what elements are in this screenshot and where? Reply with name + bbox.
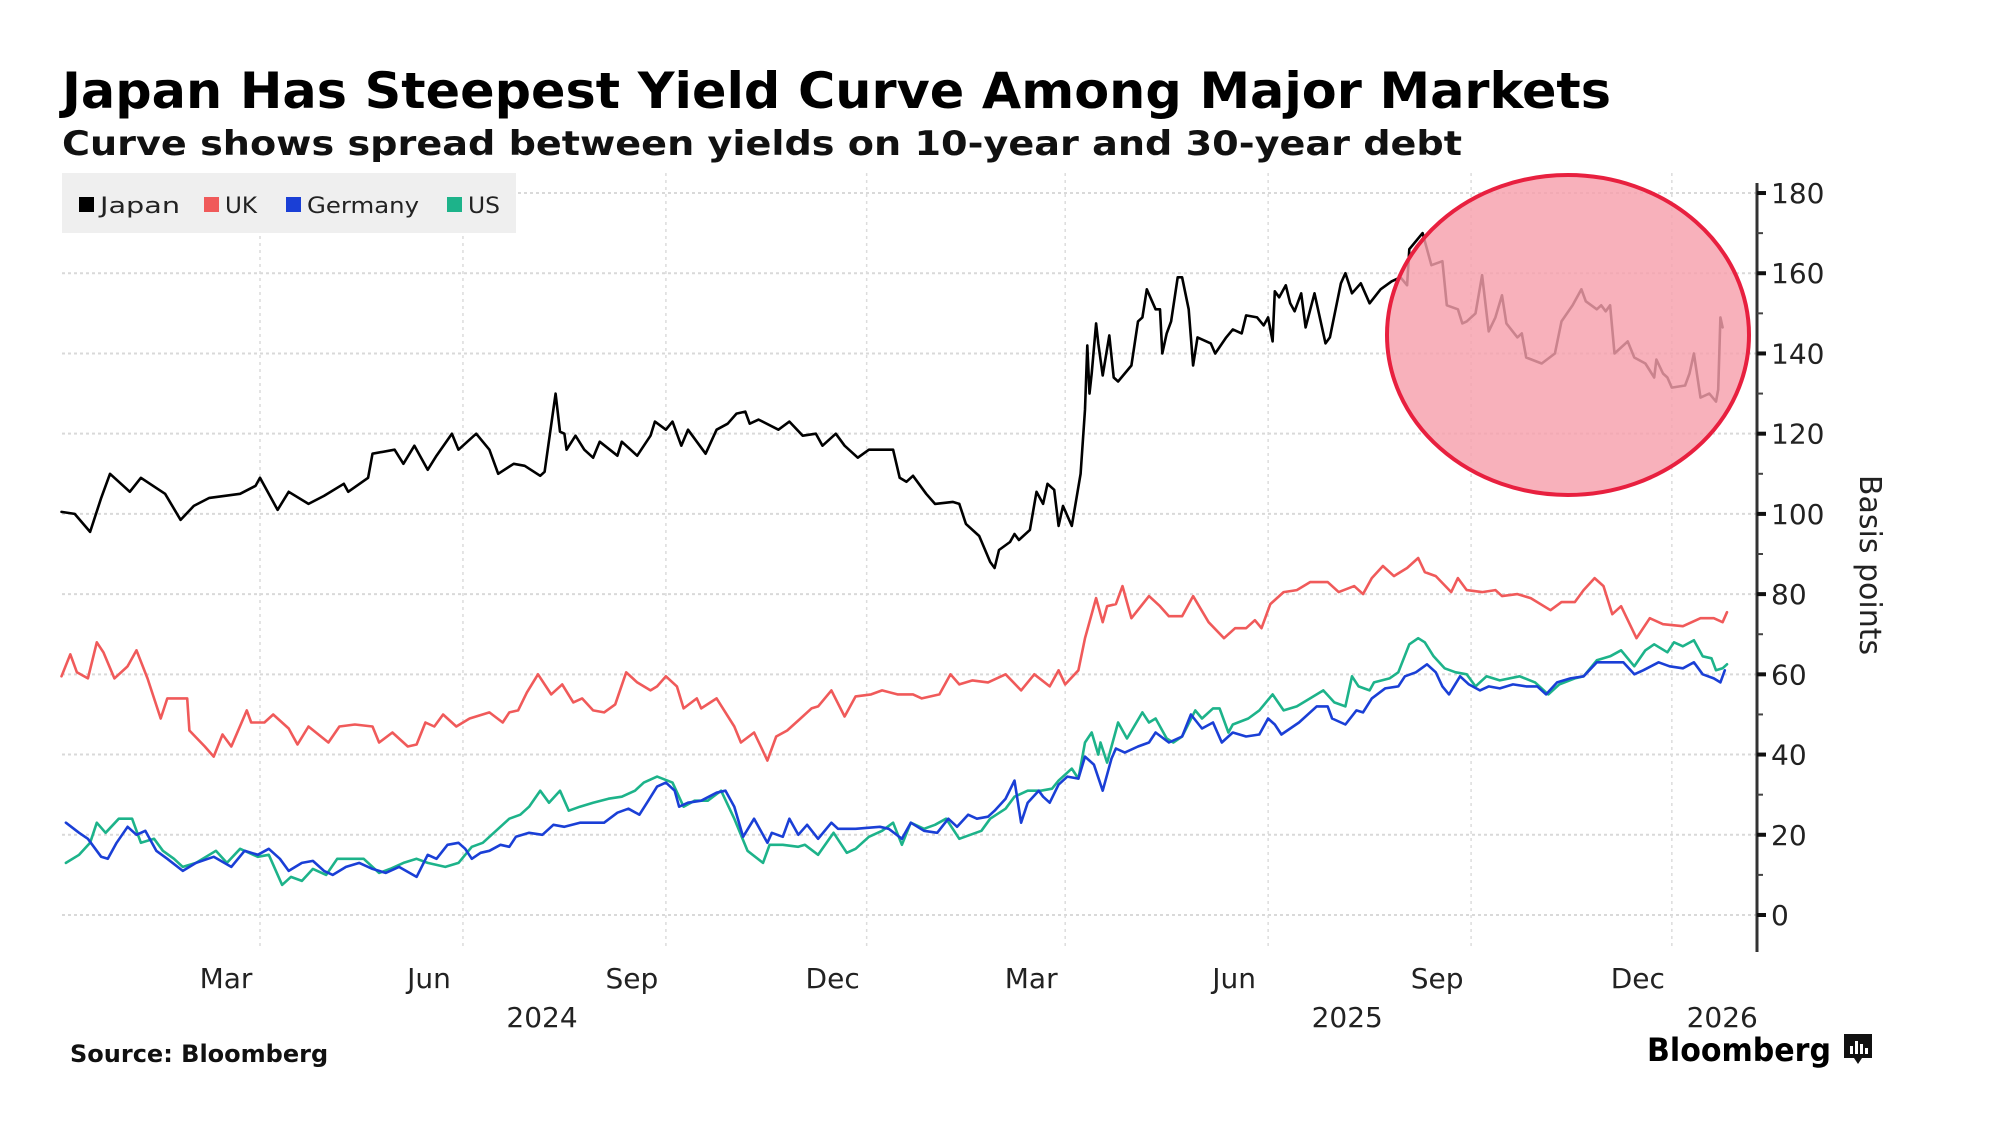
series-line-germany [64,661,1727,879]
x-tick-label: Mar [1005,962,1058,995]
highlight-circle-annotation [1385,173,1751,497]
y-tick-label: 40 [1771,739,1807,772]
x-tick-label: Jun [405,962,451,995]
bloomberg-logo-icon [1844,1034,1872,1064]
vertical-gridlines [259,173,1673,948]
series-line-uk [60,556,1729,762]
x-year-label: 2025 [1312,1001,1383,1034]
legend-label-us: US [468,194,500,219]
y-tick-label: 20 [1771,819,1807,852]
y-tick-label: 120 [1771,418,1824,451]
legend-label-japan: Japan [97,194,180,219]
legend-item-uk[interactable]: UK [204,194,258,219]
source-note: Source: Bloomberg [70,1040,328,1068]
legend: Japan UK Germany US [62,173,516,233]
series-line-us [64,636,1729,887]
legend-label-germany: Germany [307,194,419,219]
legend-item-germany[interactable]: Germany [286,194,419,219]
legend-label-uk: UK [225,194,258,219]
y-tick-label: 60 [1771,658,1807,691]
y-tick-label: 160 [1771,257,1824,290]
x-year-label: 2026 [1687,1001,1758,1034]
bloomberg-wordmark: Bloomberg [1647,1031,1831,1069]
horizontal-gridlines [62,192,1757,916]
y-tick-label: 180 [1771,177,1824,210]
y-tick-label: 100 [1771,498,1824,531]
x-tick-label: Mar [200,962,253,995]
legend-item-us[interactable]: US [447,194,500,219]
chart-title: Japan Has Steepest Yield Curve Among Maj… [59,62,1611,120]
legend-item-japan[interactable]: Japan [79,194,180,219]
chart-subtitle: Curve shows spread between yields on 10-… [62,124,1462,164]
legend-swatch-uk [204,197,219,212]
legend-swatch-us [447,197,462,212]
x-tick-label: Dec [806,962,860,995]
x-tick-label: Sep [1411,962,1464,995]
y-tick-label: 0 [1771,899,1789,932]
legend-swatch-germany [286,197,301,212]
y-tick-label: 140 [1771,337,1824,370]
x-axis: Mar Jun Sep Dec Mar Jun Sep Dec 2024 2025 2026 [200,962,1758,1034]
x-tick-label: Sep [606,962,659,995]
y-axis-title: Basis points [1852,475,1887,655]
x-tick-label: Jun [1210,962,1256,995]
y-axis: 0 20 40 60 80 100 120 140 160 180 [1755,177,1824,952]
legend-swatch-japan [79,197,94,212]
x-tick-label: Dec [1611,962,1665,995]
x-year-label: 2024 [506,1001,577,1034]
y-tick-label: 80 [1771,578,1807,611]
